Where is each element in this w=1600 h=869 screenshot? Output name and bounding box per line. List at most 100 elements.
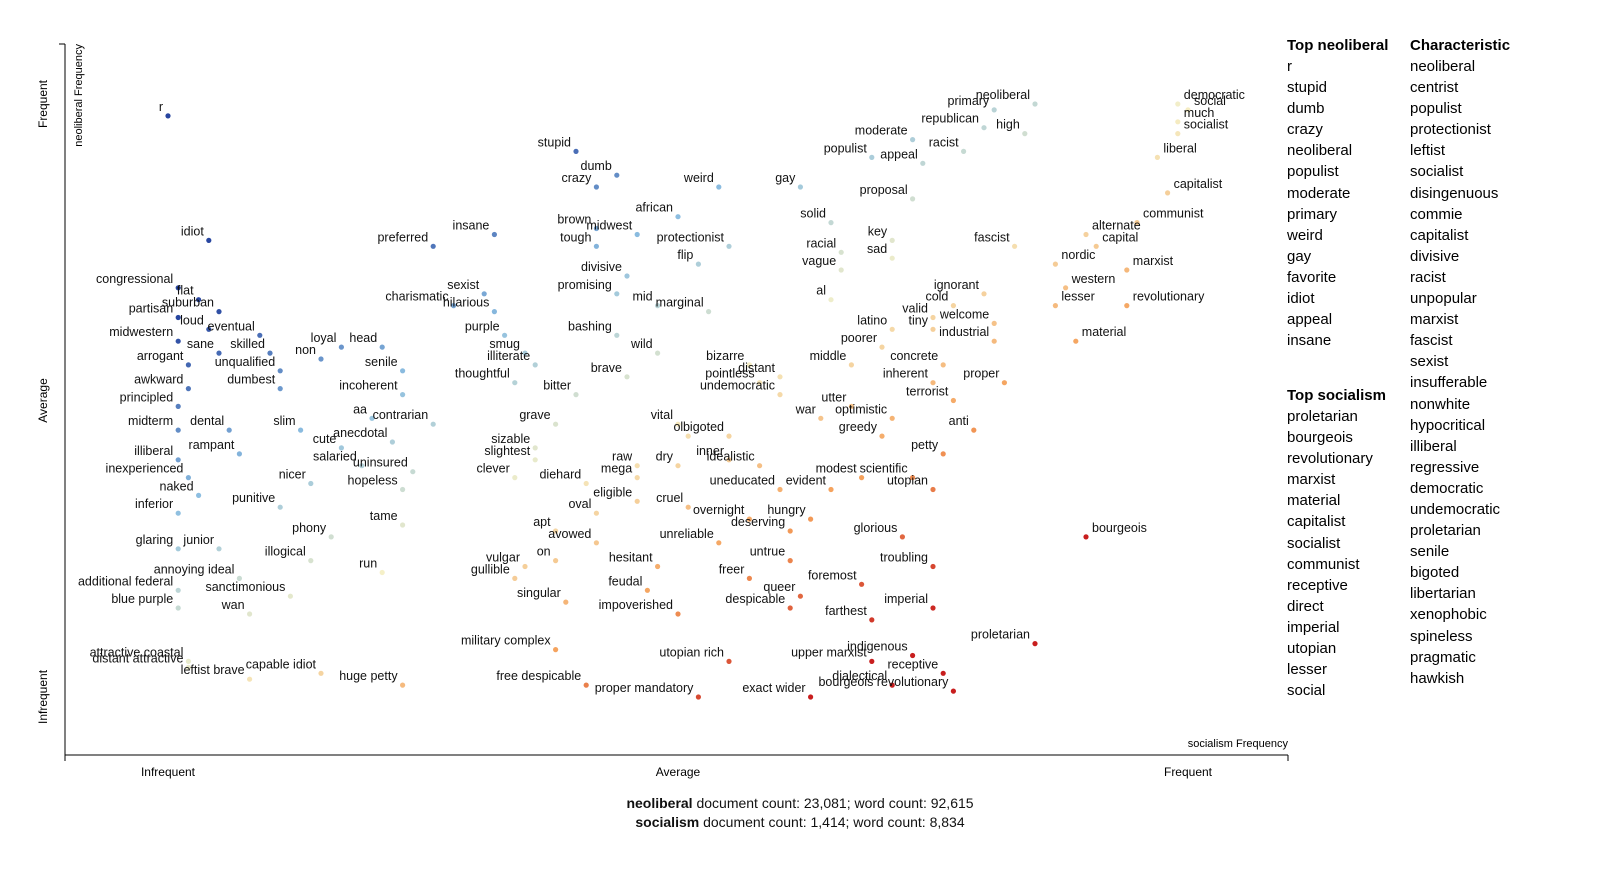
characteristic-term[interactable]: bigoted xyxy=(1410,564,1460,582)
term-point[interactable] xyxy=(991,338,997,344)
term-point[interactable] xyxy=(879,344,885,350)
term-point[interactable] xyxy=(502,332,508,338)
term-point[interactable] xyxy=(277,386,283,392)
top-socialism-term[interactable]: direct xyxy=(1287,597,1324,615)
term-point[interactable] xyxy=(532,362,538,368)
term-point[interactable] xyxy=(491,231,497,238)
term-point[interactable] xyxy=(981,125,987,131)
term-point[interactable] xyxy=(889,255,895,261)
top-neoliberal-term[interactable]: r xyxy=(1287,58,1292,75)
term-point[interactable] xyxy=(930,486,936,493)
term-point[interactable] xyxy=(655,303,661,309)
characteristic-term[interactable]: pragmatic xyxy=(1410,648,1476,666)
top-socialism-term[interactable]: lesser xyxy=(1287,661,1328,679)
term-point[interactable] xyxy=(522,350,528,356)
term-point[interactable] xyxy=(308,558,314,564)
term-point[interactable] xyxy=(389,439,395,445)
term-point[interactable] xyxy=(369,415,375,421)
term-point[interactable] xyxy=(634,463,640,469)
term-point[interactable] xyxy=(563,599,569,605)
term-point[interactable] xyxy=(726,457,732,463)
characteristic-term[interactable]: regressive xyxy=(1410,458,1480,476)
term-point[interactable] xyxy=(930,326,936,332)
term-point[interactable] xyxy=(808,694,814,700)
term-point[interactable] xyxy=(777,392,783,398)
term-point[interactable] xyxy=(247,676,253,682)
term-point[interactable] xyxy=(216,546,222,552)
term-point[interactable] xyxy=(583,682,589,688)
term-point[interactable] xyxy=(675,214,681,220)
term-point[interactable] xyxy=(675,611,681,617)
term-point[interactable] xyxy=(695,694,702,700)
top-neoliberal-term[interactable]: stupid xyxy=(1287,79,1328,97)
term-point[interactable] xyxy=(716,184,722,190)
term-point[interactable] xyxy=(981,291,987,297)
term-point[interactable] xyxy=(400,368,406,374)
term-point[interactable] xyxy=(175,510,181,516)
term-point[interactable] xyxy=(512,380,518,386)
term-point[interactable] xyxy=(930,605,936,611)
top-socialism-term[interactable]: bourgeois xyxy=(1287,429,1353,447)
term-point[interactable] xyxy=(828,297,834,303)
term-point[interactable] xyxy=(889,326,895,332)
term-point[interactable] xyxy=(226,427,232,433)
term-point[interactable] xyxy=(400,682,406,688)
term-point[interactable] xyxy=(624,374,630,380)
term-point[interactable] xyxy=(328,534,334,540)
term-point[interactable] xyxy=(175,427,181,433)
term-point[interactable] xyxy=(1073,338,1079,344)
term-point[interactable] xyxy=(634,498,640,504)
term-point[interactable] xyxy=(685,504,691,510)
characteristic-term[interactable]: spineless xyxy=(1410,627,1473,645)
term-point[interactable] xyxy=(1022,131,1028,137)
term-point[interactable] xyxy=(848,362,855,368)
term-point[interactable] xyxy=(950,688,957,694)
term-point[interactable] xyxy=(318,670,324,676)
characteristic-term[interactable]: proletarian xyxy=(1410,522,1481,540)
term-point[interactable] xyxy=(338,344,344,350)
term-point[interactable] xyxy=(175,605,181,611)
characteristic-term[interactable]: socialist xyxy=(1410,163,1464,181)
top-socialism-term[interactable]: marxist xyxy=(1287,471,1336,489)
characteristic-term[interactable]: leftist xyxy=(1410,142,1446,160)
top-neoliberal-term[interactable]: crazy xyxy=(1287,121,1323,139)
term-point[interactable] xyxy=(430,421,436,427)
term-point[interactable] xyxy=(859,581,865,587)
term-point[interactable] xyxy=(410,469,416,475)
term-point[interactable] xyxy=(573,148,579,154)
term-point[interactable] xyxy=(757,463,763,469)
term-point[interactable] xyxy=(910,137,916,143)
term-point[interactable] xyxy=(787,558,793,564)
term-point[interactable] xyxy=(930,563,936,570)
term-point[interactable] xyxy=(869,154,875,160)
term-point[interactable] xyxy=(593,225,600,232)
term-point[interactable] xyxy=(512,575,518,582)
term-point[interactable] xyxy=(185,386,191,392)
term-point[interactable] xyxy=(828,486,834,493)
top-socialism-term[interactable]: social xyxy=(1287,682,1326,700)
term-point[interactable] xyxy=(196,297,202,303)
characteristic-term[interactable]: populist xyxy=(1410,100,1462,118)
term-point[interactable] xyxy=(1032,101,1038,107)
term-point[interactable] xyxy=(706,309,712,315)
term-point[interactable] xyxy=(685,433,691,439)
term-point[interactable] xyxy=(553,647,559,653)
term-point[interactable] xyxy=(236,451,242,457)
term-point[interactable] xyxy=(634,231,640,238)
top-socialism-term[interactable]: communist xyxy=(1287,555,1360,573)
top-socialism-term[interactable]: receptive xyxy=(1287,576,1348,594)
characteristic-term[interactable]: protectionist xyxy=(1410,121,1491,139)
term-point[interactable] xyxy=(257,332,263,338)
term-point[interactable] xyxy=(726,658,732,665)
term-point[interactable] xyxy=(910,652,916,659)
term-point[interactable] xyxy=(1093,243,1099,249)
term-point[interactable] xyxy=(1032,641,1038,647)
term-point[interactable] xyxy=(634,475,640,481)
term-point[interactable] xyxy=(655,563,661,570)
term-point[interactable] xyxy=(991,107,997,113)
term-point[interactable] xyxy=(971,427,977,433)
term-point[interactable] xyxy=(1134,220,1140,226)
term-point[interactable] xyxy=(1175,101,1181,107)
term-point[interactable] xyxy=(277,368,283,374)
term-point[interactable] xyxy=(1012,243,1018,249)
